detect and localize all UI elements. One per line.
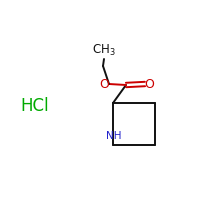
Text: HCl: HCl <box>21 97 49 115</box>
Text: O: O <box>100 78 110 90</box>
Text: NH: NH <box>106 131 121 141</box>
Text: CH$_3$: CH$_3$ <box>92 43 116 58</box>
Text: O: O <box>144 78 154 90</box>
